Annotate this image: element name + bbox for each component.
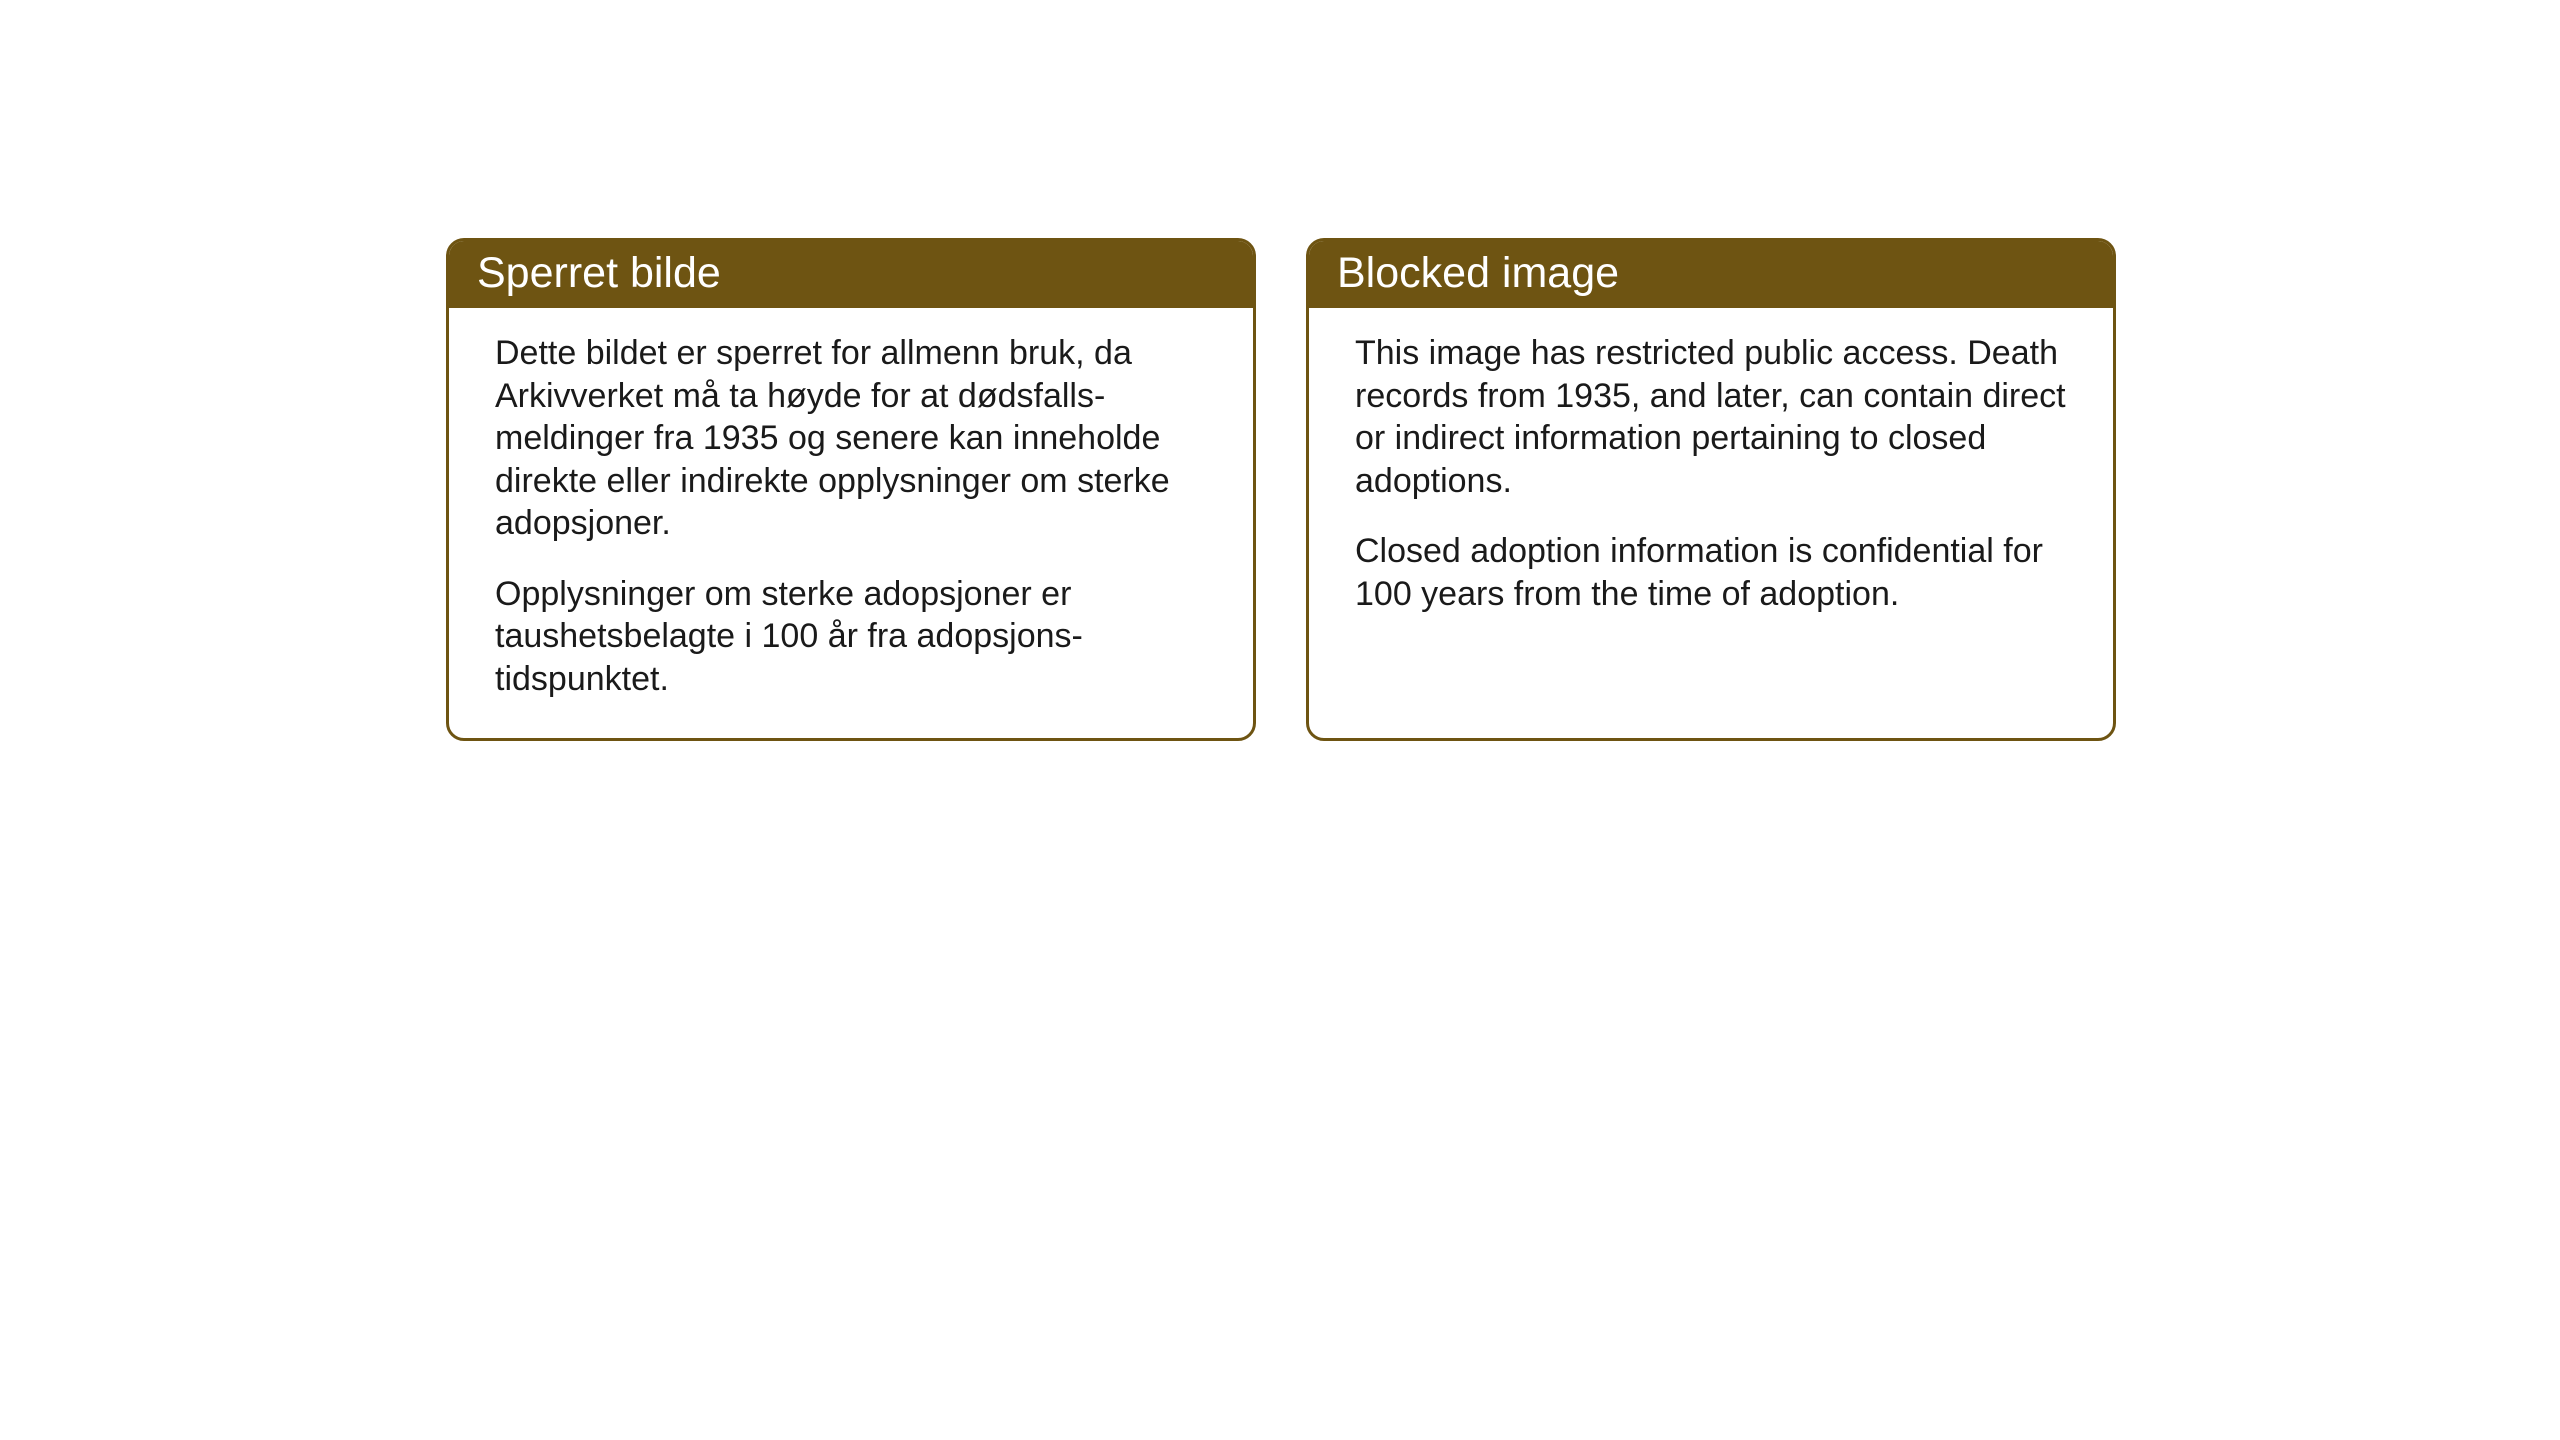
notice-paragraph-2-norwegian: Opplysninger om sterke adopsjoner er tau… — [495, 573, 1207, 701]
notice-header-norwegian: Sperret bilde — [449, 241, 1253, 308]
notice-card-norwegian: Sperret bilde Dette bildet er sperret fo… — [446, 238, 1256, 741]
notice-container: Sperret bilde Dette bildet er sperret fo… — [446, 238, 2116, 741]
notice-paragraph-1-norwegian: Dette bildet er sperret for allmenn bruk… — [495, 332, 1207, 545]
notice-title-english: Blocked image — [1337, 249, 1619, 297]
notice-paragraph-1-english: This image has restricted public access.… — [1355, 332, 2067, 502]
notice-title-norwegian: Sperret bilde — [477, 249, 721, 297]
notice-header-english: Blocked image — [1309, 241, 2113, 308]
notice-paragraph-2-english: Closed adoption information is confident… — [1355, 530, 2067, 615]
notice-card-english: Blocked image This image has restricted … — [1306, 238, 2116, 741]
notice-body-english: This image has restricted public access.… — [1309, 308, 2113, 695]
notice-body-norwegian: Dette bildet er sperret for allmenn bruk… — [449, 308, 1253, 738]
